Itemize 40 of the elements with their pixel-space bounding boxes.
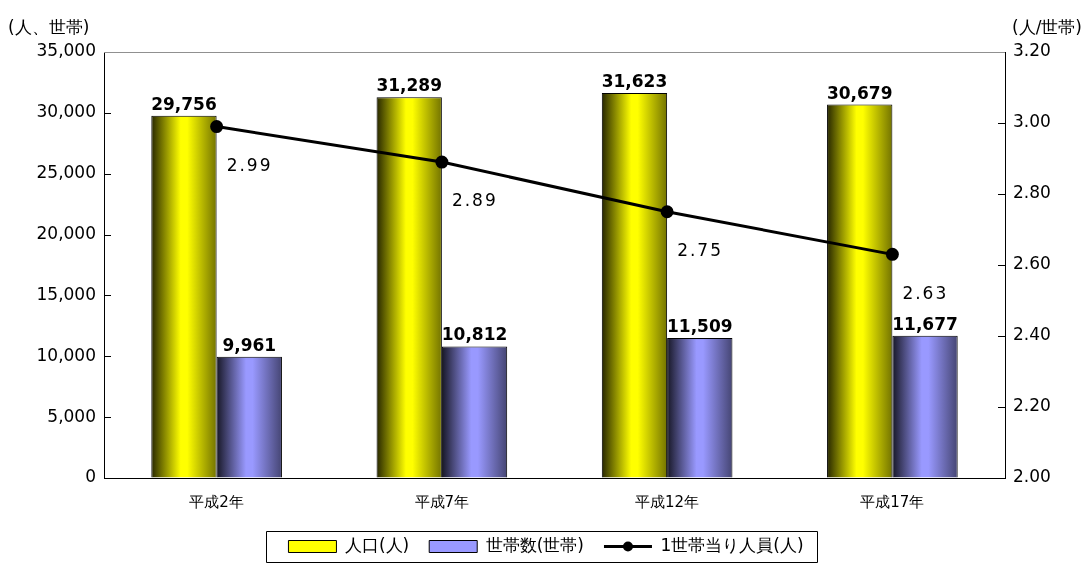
point <box>660 205 674 219</box>
data-label: 29,756 <box>151 93 217 114</box>
point <box>885 247 899 261</box>
point <box>210 120 224 134</box>
data-label: 2.63 <box>902 282 949 303</box>
x-tick-label: 平成7年 <box>414 492 470 511</box>
point <box>435 155 449 169</box>
y2-tick-label: 2.60 <box>1013 253 1051 274</box>
legend-label: 世帯数(世帯) <box>485 534 584 555</box>
y2-tick-label: 3.00 <box>1013 111 1051 132</box>
x-tick-label: 平成12年 <box>635 492 700 511</box>
y-axis-title: (人、世帯) <box>8 17 90 38</box>
y2-axis-title: (人/世帯) <box>1012 17 1082 38</box>
y-tick-label: 35,000 <box>36 40 96 61</box>
y2-tick-label: 2.80 <box>1013 182 1051 203</box>
y2-tick-label: 2.40 <box>1013 324 1051 345</box>
y-tick-label: 20,000 <box>36 222 96 243</box>
x-tick-label: 平成17年 <box>860 492 925 511</box>
y2-tick-label: 3.20 <box>1013 40 1051 61</box>
y-tick-label: 15,000 <box>36 283 96 304</box>
data-label: 31,623 <box>601 71 668 92</box>
y2-tick-label: 2.20 <box>1013 395 1051 416</box>
x-tick-label: 平成2年 <box>189 492 244 511</box>
data-label: 2.89 <box>451 190 498 211</box>
data-label: 11,509 <box>666 315 733 336</box>
y-tick-label: 25,000 <box>36 162 96 183</box>
legend-label: 1世帯当り人員(人) <box>660 534 804 555</box>
data-label: 10,812 <box>441 324 508 345</box>
legend-label: 人口(人) <box>344 534 410 555</box>
data-label: 2.75 <box>677 240 723 261</box>
y-tick-label: 30,000 <box>36 101 96 122</box>
data-label: 30,679 <box>826 82 893 103</box>
data-label: 11,677 <box>892 313 958 334</box>
data-label: 9,961 <box>222 334 277 355</box>
data-label: 2.99 <box>226 154 273 175</box>
data-label: 31,289 <box>376 75 443 96</box>
y-tick-label: 10,000 <box>36 344 96 365</box>
y-tick-label: 5,000 <box>47 405 96 426</box>
y-tick-label: 0 <box>85 466 96 487</box>
y2-tick-label: 2.00 <box>1013 466 1051 487</box>
